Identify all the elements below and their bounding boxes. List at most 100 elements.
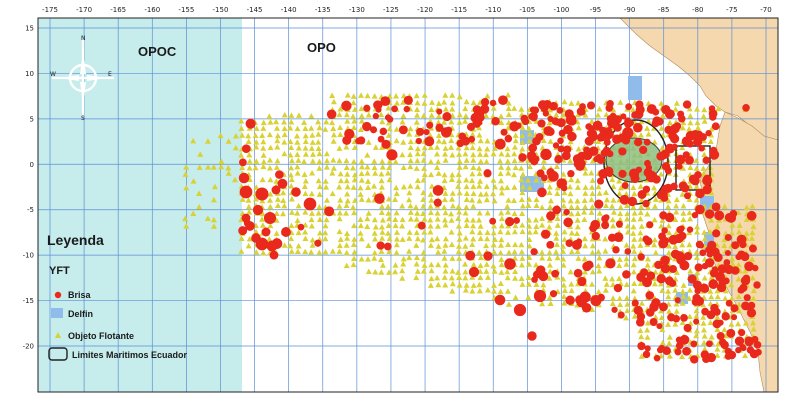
objeto-flotante-marker xyxy=(630,106,637,113)
objeto-flotante-marker xyxy=(273,230,280,236)
brisa-marker xyxy=(680,183,690,193)
brisa-marker xyxy=(537,119,546,128)
objeto-flotante-marker xyxy=(603,281,610,287)
objeto-flotante-marker xyxy=(694,106,701,112)
objeto-flotante-marker xyxy=(693,165,700,171)
objeto-flotante-marker xyxy=(302,248,309,255)
objeto-flotante-marker xyxy=(547,197,554,204)
brisa-marker xyxy=(713,252,723,262)
objeto-flotante-marker xyxy=(371,255,378,261)
objeto-flotante-marker xyxy=(210,223,217,229)
objeto-flotante-marker xyxy=(589,177,596,183)
objeto-flotante-marker xyxy=(504,184,511,191)
brisa-marker xyxy=(639,145,648,155)
objeto-flotante-marker xyxy=(708,189,715,196)
objeto-flotante-marker xyxy=(442,151,449,157)
objeto-flotante-marker xyxy=(567,268,574,275)
objeto-flotante-marker xyxy=(484,145,491,152)
objeto-flotante-marker xyxy=(393,126,400,132)
brisa-marker xyxy=(498,95,508,106)
objeto-flotante-marker xyxy=(546,183,553,190)
objeto-flotante-marker xyxy=(560,255,567,262)
brisa-marker xyxy=(535,133,544,142)
brisa-marker xyxy=(677,114,686,123)
brisa-marker xyxy=(717,264,727,274)
objeto-flotante-marker xyxy=(302,235,309,241)
objeto-flotante-marker xyxy=(616,262,623,268)
objeto-flotante-marker xyxy=(427,158,434,165)
objeto-flotante-marker xyxy=(560,262,567,268)
brisa-marker xyxy=(567,170,575,178)
brisa-marker xyxy=(620,113,627,120)
objeto-flotante-marker xyxy=(476,229,483,236)
brisa-marker xyxy=(245,221,255,231)
objeto-flotante-marker xyxy=(309,170,316,176)
objeto-flotante-marker xyxy=(736,307,743,314)
brisa-marker xyxy=(480,97,490,107)
brisa-marker xyxy=(708,105,716,112)
objeto-flotante-marker xyxy=(462,268,469,275)
objeto-flotante-marker xyxy=(288,209,295,215)
latitude-tick-label: -15 xyxy=(23,297,34,305)
objeto-flotante-marker xyxy=(350,158,357,165)
objeto-flotante-marker xyxy=(589,281,596,287)
objeto-flotante-marker xyxy=(483,158,490,165)
objeto-flotante-marker xyxy=(344,183,351,190)
brisa-marker xyxy=(704,209,715,219)
objeto-flotante-marker xyxy=(546,119,553,126)
objeto-flotante-marker xyxy=(497,249,504,256)
objeto-flotante-marker xyxy=(358,105,365,112)
brisa-marker xyxy=(698,145,705,152)
brisa-marker xyxy=(573,268,583,278)
objeto-flotante-marker xyxy=(239,196,246,202)
brisa-marker xyxy=(714,210,725,221)
objeto-flotante-marker xyxy=(477,151,484,157)
objeto-flotante-marker xyxy=(267,191,274,197)
objeto-flotante-marker xyxy=(428,99,435,105)
objeto-flotante-marker xyxy=(365,210,372,216)
objeto-flotante-marker xyxy=(302,151,309,157)
objeto-flotante-marker xyxy=(470,217,477,223)
legend: Leyenda YFT Brisa Delfin Objeto Flotante… xyxy=(47,232,188,361)
brisa-marker xyxy=(513,217,521,224)
objeto-flotante-marker xyxy=(273,210,280,216)
objeto-flotante-marker xyxy=(512,137,519,144)
brisa-marker xyxy=(724,352,732,360)
objeto-flotante-marker xyxy=(595,138,602,145)
brisa-marker xyxy=(528,112,538,121)
objeto-flotante-marker xyxy=(336,228,343,235)
objeto-flotante-marker xyxy=(449,99,456,106)
brisa-marker xyxy=(746,210,757,221)
brisa-marker xyxy=(238,226,248,236)
objeto-flotante-marker xyxy=(350,184,357,190)
objeto-flotante-marker xyxy=(336,157,343,164)
objeto-flotante-marker xyxy=(477,254,484,261)
latitude-tick-label: 10 xyxy=(25,70,34,78)
objeto-flotante-marker xyxy=(693,249,700,255)
objeto-flotante-marker xyxy=(273,164,280,170)
objeto-flotante-marker xyxy=(295,144,302,151)
objeto-flotante-marker xyxy=(546,255,553,262)
brisa-marker xyxy=(686,226,694,233)
objeto-flotante-marker xyxy=(260,145,267,151)
objeto-flotante-marker xyxy=(462,210,469,216)
objeto-flotante-marker xyxy=(358,256,365,262)
objeto-flotante-marker xyxy=(512,164,519,171)
objeto-flotante-marker xyxy=(281,119,288,125)
objeto-flotante-marker xyxy=(351,222,358,229)
objeto-flotante-marker xyxy=(183,164,190,170)
objeto-flotante-marker xyxy=(358,163,365,170)
objeto-flotante-marker xyxy=(379,229,386,235)
objeto-flotante-marker xyxy=(582,268,589,275)
objeto-flotante-marker xyxy=(526,254,533,261)
latitude-tick-label: -20 xyxy=(23,343,34,351)
objeto-flotante-marker xyxy=(491,236,498,243)
objeto-flotante-marker xyxy=(400,261,407,267)
brisa-marker xyxy=(660,255,670,266)
objeto-flotante-marker xyxy=(337,236,344,243)
compass-w: W xyxy=(50,71,56,78)
objeto-flotante-marker xyxy=(476,281,483,288)
objeto-flotante-marker xyxy=(477,191,484,197)
objeto-flotante-marker xyxy=(680,293,687,300)
longitude-tick-label: -115 xyxy=(451,6,467,14)
